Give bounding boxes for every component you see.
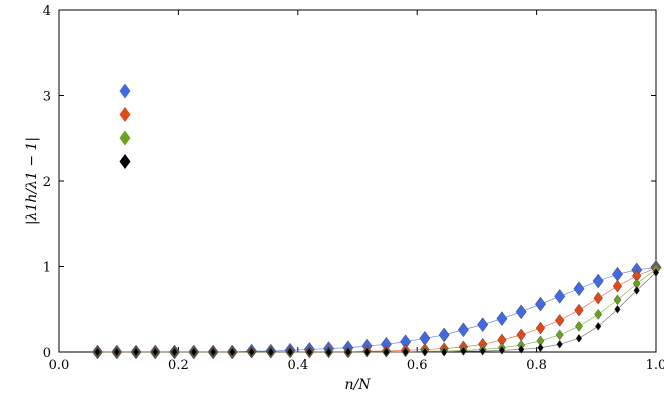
data-point [594,309,603,320]
data-point [441,347,448,357]
data-point [229,347,236,357]
data-point [575,333,583,343]
data-point [613,294,622,306]
data-point [554,289,566,304]
data-point [113,347,120,357]
data-point [516,328,526,342]
x-tick-label: 0.6 [407,358,428,373]
data-point [383,347,390,357]
data-point [595,322,602,331]
data-point [132,347,140,357]
data-point [496,311,508,326]
data-point [190,347,197,357]
x-tick-label: 1.0 [646,358,664,373]
data-point [592,273,604,289]
data-point [210,347,217,357]
legend-marker-3 [119,154,131,169]
data-point [364,347,371,357]
legend [119,83,131,169]
data-point [402,347,409,357]
data-point [498,345,505,355]
x-tick-label: 0.8 [526,358,547,373]
legend-marker-1 [119,107,131,122]
series-line [97,267,657,353]
data-point [457,322,469,338]
x-tick-label: 0.4 [287,358,308,373]
data-point [555,314,565,327]
data-point [477,317,489,332]
data-point [421,347,428,357]
data-point [535,321,546,335]
data-point [515,304,527,320]
y-axis-label: |λ1h/λ1 − 1| [24,137,40,225]
data-point [652,268,660,277]
axes: 0.0 0.2 0.4 0.6 0.8 1.0 0 1 2 3 4 n/N |λ1h/λ1 − 1| [24,4,664,393]
data-point [612,279,623,293]
y-tick-label: 2 [43,175,51,190]
data-point [633,286,640,295]
data-point [593,291,603,305]
data-point [479,346,486,356]
y-tick-label: 0 [43,346,51,361]
x-tick-label: 0.0 [49,358,70,373]
series-line [97,268,657,353]
y-tick-label: 3 [43,90,51,105]
data-point [248,347,255,357]
data-point [614,304,621,314]
data-point [94,347,101,357]
y-tick-label: 4 [43,4,51,19]
x-tick-label: 0.2 [168,358,189,373]
data-point [171,347,178,357]
data-point [537,343,544,353]
legend-marker-0 [119,83,131,99]
data-point [267,347,274,357]
data-point [460,346,467,356]
series-line [97,272,657,353]
data-point [152,347,159,357]
legend-marker-2 [119,130,131,146]
data-point [535,296,546,312]
y-tick-label: 1 [43,261,51,276]
data-point [438,327,450,343]
data-point [573,281,585,297]
series-3 [94,268,660,357]
data-point [344,347,351,357]
plot-frame [58,9,657,353]
data-point [306,347,313,357]
data-point [574,303,584,317]
x-axis-label: n/N [345,377,372,393]
data-point [575,321,583,332]
series-1 [92,261,661,359]
data-point [325,347,332,357]
data-point [612,266,623,282]
data-point [556,339,563,349]
data-point [518,345,525,354]
series-line [97,267,657,353]
data-point [555,329,564,341]
series-layer [92,260,662,360]
data-point [287,347,294,357]
